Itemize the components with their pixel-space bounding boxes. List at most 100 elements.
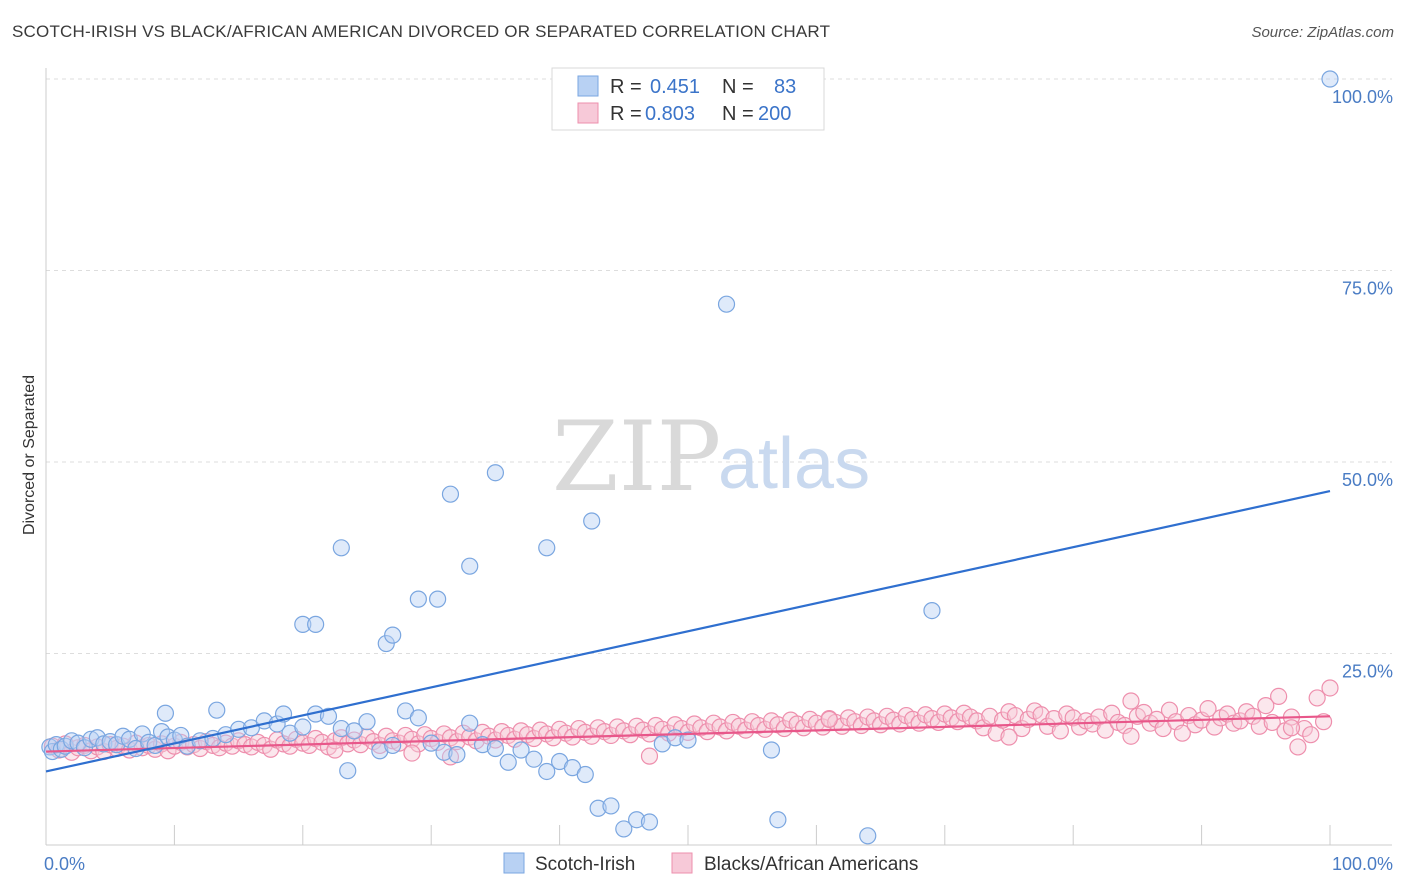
- scotch-irish-point-72: [409, 590, 427, 608]
- scotch-irish-point-63: [156, 704, 175, 722]
- blacks-point-176: [1173, 724, 1191, 742]
- scotch-irish-point-37: [358, 713, 376, 731]
- scotch-irish-point-84: [859, 827, 877, 845]
- legend-n-label-0: N =: [722, 76, 754, 98]
- watermark-zip: ZIP: [552, 401, 721, 513]
- watermark: ZIP atlas: [552, 401, 870, 513]
- blacks-point-172: [1148, 710, 1166, 728]
- scotch-irish-point-75: [461, 557, 479, 575]
- bottom-legend-scotch-irish: Scotch-Irish: [535, 854, 635, 875]
- blacks-point-191: [1270, 687, 1288, 705]
- blacks-point-146: [981, 707, 999, 725]
- blacks-point-207: [403, 744, 421, 762]
- axes: [45, 68, 1392, 846]
- legend: R = 0.451 N = 83 R = 0.803 N = 200: [551, 67, 825, 131]
- chart-source: Source: ZipAtlas.com: [1251, 24, 1394, 41]
- blacks-point-202: [640, 747, 659, 765]
- scotch-irish-point-44: [448, 746, 466, 764]
- blacks-point-196: [1302, 726, 1320, 744]
- blacks-point-194: [1289, 738, 1307, 756]
- scotch-irish-point-32: [294, 718, 312, 736]
- scotch-irish-point-83: [762, 741, 781, 759]
- scotch-irish-point-47: [486, 739, 504, 758]
- scotch-irish-point-67: [307, 615, 325, 633]
- blacks-point-37: [281, 737, 299, 755]
- legend-swatch-pink: [577, 102, 599, 124]
- blacks-point-197: [1308, 689, 1326, 707]
- legend-n-label-1: N =: [722, 103, 754, 125]
- blacks-point-159: [1064, 709, 1082, 727]
- scotch-irish-point-68: [332, 539, 350, 557]
- scotch-irish-point-80: [769, 811, 787, 829]
- chart-title: SCOTCH-IRISH VS BLACK/AFRICAN AMERICAN D…: [12, 22, 831, 41]
- grid-lines: [46, 78, 1392, 654]
- scotch-irish-point-78: [583, 512, 601, 530]
- legend-r-label-0: R =: [610, 76, 642, 98]
- x-tick-label-0: 0.0%: [44, 854, 85, 874]
- legend-swatch-blue: [577, 75, 599, 97]
- legend-r-label-1: R =: [610, 103, 642, 125]
- scotch-irish-point-64: [208, 701, 226, 719]
- scotch-irish-point-45: [461, 714, 479, 732]
- blacks-point-57: [409, 735, 427, 753]
- scotch-irish-point-39: [384, 736, 402, 755]
- scotch-irish-point-34: [319, 707, 338, 725]
- scotch-irish-point-9: [88, 729, 106, 747]
- legend-r-value-0: 0.451: [650, 76, 700, 98]
- tick-labels: 25.0% 50.0% 75.0% 100.0% 0.0% 100.0%: [44, 87, 1393, 874]
- scotch-irish-point-35: [332, 719, 350, 738]
- scotch-irish-point-73: [429, 590, 447, 608]
- blacks-point-200: [326, 741, 344, 759]
- scotch-irish-point-66: [294, 615, 312, 633]
- y-tick-label-25: 25.0%: [1342, 662, 1393, 682]
- scotch-irish-point-57: [615, 820, 633, 838]
- legend-n-value-1: 200: [758, 103, 791, 125]
- trend-line-blacks: [45, 715, 1331, 753]
- blacks-point-157: [1051, 722, 1069, 740]
- scotch-irish-point-69: [339, 762, 357, 780]
- blacks-point-185: [1231, 712, 1249, 730]
- bottom-legend-swatch-blue: [503, 852, 525, 874]
- scotch-irish-point-76: [486, 464, 504, 482]
- legend-r-value-1: 0.803: [645, 103, 695, 125]
- blacks-point-189: [1257, 696, 1275, 715]
- scotch-irish-point-51: [538, 762, 556, 781]
- trend-line-scotch-irish: [45, 490, 1331, 773]
- blacks-point-205: [1122, 692, 1140, 710]
- x-tick-label-100: 100.0%: [1332, 854, 1393, 874]
- scotch-irish-point-74: [441, 485, 460, 503]
- scotch-irish-point-48: [499, 753, 517, 771]
- scotch-irish-point-14: [120, 730, 139, 748]
- y-tick-label-100: 100.0%: [1332, 87, 1393, 107]
- scotch-irish-point-81: [923, 602, 941, 620]
- bottom-legend-blacks: Blacks/African Americans: [704, 854, 918, 875]
- scotch-irish-point-41: [409, 709, 427, 727]
- scotch-irish-point-56: [602, 797, 620, 815]
- watermark-atlas: atlas: [718, 424, 870, 504]
- scotch-irish-point-49: [512, 741, 530, 759]
- legend-n-value-0: 83: [774, 76, 796, 98]
- y-axis-label: Divorced or Separated: [21, 375, 38, 535]
- blacks-point-206: [1282, 719, 1301, 737]
- scotch-irish-point-58: [628, 811, 646, 829]
- scotch-irish-point-59: [640, 813, 659, 831]
- blacks-point-195: [1295, 719, 1313, 738]
- scotch-irish-point-50: [525, 750, 543, 768]
- blacks-point-168: [1122, 727, 1140, 745]
- y-tick-label-50: 50.0%: [1342, 470, 1393, 490]
- scotch-irish-point-42: [422, 734, 440, 752]
- scotch-irish-point-77: [538, 539, 556, 557]
- bottom-legend-swatch-pink: [671, 852, 693, 874]
- scotch-irish-point-22: [172, 726, 190, 745]
- scotch-irish-point-79: [717, 295, 736, 313]
- trend-lines: [45, 490, 1331, 773]
- scotch-irish-point-55: [589, 799, 607, 817]
- blacks-point-203: [820, 710, 838, 728]
- y-tick-label-75: 75.0%: [1342, 279, 1393, 299]
- scotch-irish-point-82: [1321, 70, 1339, 88]
- blacks-point-180: [1199, 700, 1217, 718]
- blacks-point-204: [1000, 728, 1018, 746]
- scotch-irish-point-54: [576, 765, 594, 784]
- scotch-irish-point-8: [82, 730, 100, 748]
